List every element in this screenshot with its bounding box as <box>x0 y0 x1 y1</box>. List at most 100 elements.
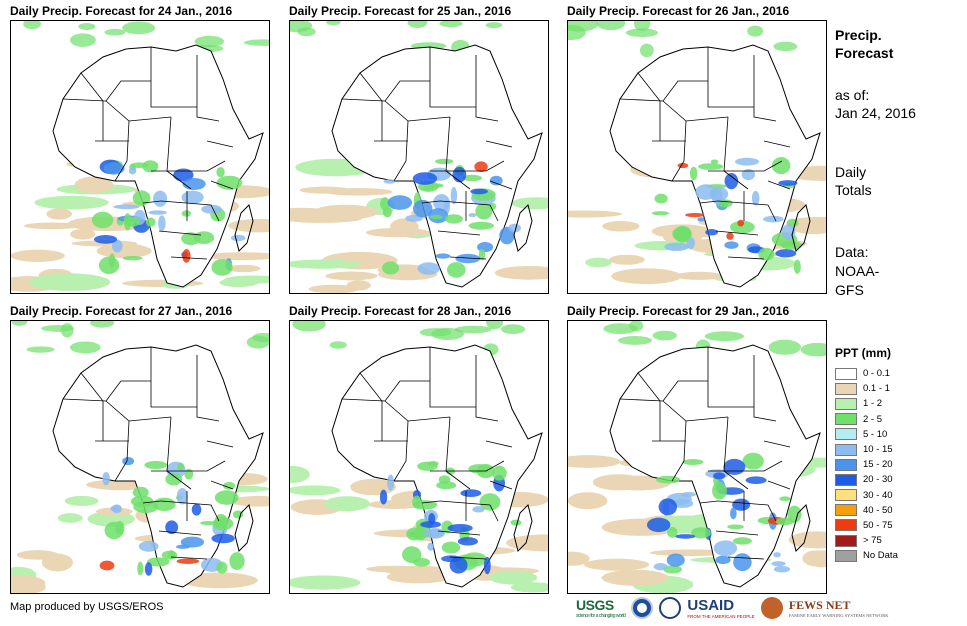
precip-patch <box>93 235 118 244</box>
legend-label: 2 - 5 <box>863 413 883 425</box>
rain-band <box>419 328 452 337</box>
rain-band <box>11 321 28 326</box>
sidebar-data-line1: Data: <box>835 244 869 260</box>
rain-band <box>290 259 362 269</box>
precip-patch <box>455 253 481 264</box>
country-border <box>449 556 487 560</box>
legend: 0 - 0.1 0.1 - 1 1 - 2 2 - 5 5 - 10 10 - 15 15 … <box>835 366 898 563</box>
legend-swatch <box>835 382 857 395</box>
precip-patch <box>715 555 731 565</box>
precip-patch <box>446 262 466 278</box>
madagascar-outline <box>234 504 254 552</box>
precip-patch <box>663 565 682 574</box>
rain-band <box>602 220 640 232</box>
rain-band <box>205 252 269 261</box>
precip-patch <box>216 167 225 178</box>
precip-patch <box>387 474 395 491</box>
fews-logo: FEWS NET FAMINE EARLY WARNING SYSTEMS NE… <box>789 598 889 618</box>
precip-patch <box>449 556 468 574</box>
legend-item: 40 - 50 <box>835 503 898 518</box>
precip-patch <box>98 256 120 275</box>
precip-patch <box>181 210 192 217</box>
country-border <box>62 80 151 102</box>
rain-band <box>639 43 654 58</box>
rain-band <box>194 35 224 48</box>
rain-band <box>226 264 261 273</box>
precip-patch <box>181 232 201 245</box>
rain-band <box>510 582 548 593</box>
precip-patch <box>723 458 746 475</box>
precip-patch <box>182 249 191 263</box>
precip-patch <box>422 185 434 191</box>
map-credit: Map produced by USGS/EROS <box>10 601 164 613</box>
rain-band <box>489 570 538 585</box>
precip-patch <box>173 168 194 182</box>
rain-band <box>439 21 463 28</box>
precip-patch <box>758 247 775 261</box>
precip-patch <box>132 190 151 206</box>
precip-patch <box>387 195 413 210</box>
country-border <box>393 420 409 482</box>
rain-band <box>568 551 590 566</box>
panel-title-1: Daily Precip. Forecast for 24 Jan., 2016 <box>10 4 233 18</box>
precip-patch <box>158 215 166 232</box>
legend-item: 0 - 0.1 <box>835 366 898 381</box>
country-border <box>439 200 499 222</box>
rain-band <box>596 21 626 31</box>
rain-band <box>609 254 645 265</box>
sidebar-heading-line1: Precip. <box>835 27 882 43</box>
precip-patch <box>102 471 110 486</box>
precip-patch <box>737 219 745 227</box>
country-border <box>62 380 151 402</box>
precip-patch <box>122 255 143 261</box>
precip-patch <box>672 226 692 242</box>
precip-patch <box>508 223 521 233</box>
country-border <box>671 120 687 182</box>
rain-band <box>326 21 341 26</box>
legend-swatch <box>835 458 857 471</box>
precip-patch <box>470 188 488 195</box>
precip-patch <box>727 524 744 530</box>
precip-patch <box>137 561 144 576</box>
precip-patch <box>452 166 467 183</box>
precip-patch <box>434 158 454 165</box>
legend-swatch <box>835 519 857 532</box>
precip-patch <box>510 519 522 526</box>
rain-band <box>603 323 638 334</box>
precip-patch <box>745 476 767 484</box>
rain-band <box>511 197 548 210</box>
precip-patch <box>91 211 114 229</box>
precip-patch <box>689 166 698 181</box>
precip-patch <box>181 190 204 204</box>
precip-patch <box>771 157 791 175</box>
legend-swatch <box>835 428 857 441</box>
africa-outline <box>331 44 543 288</box>
legend-label: 0 - 0.1 <box>863 368 890 380</box>
legend-item: 30 - 40 <box>835 488 898 503</box>
precip-patch <box>489 175 503 186</box>
rain-band <box>96 243 152 259</box>
legend-item: 2 - 5 <box>835 412 898 427</box>
precip-patch <box>664 242 690 252</box>
rain-band <box>807 550 826 568</box>
rain-band <box>11 579 46 593</box>
rain-band <box>788 531 826 549</box>
precip-patch <box>698 163 724 170</box>
precip-patch <box>732 537 752 545</box>
precip-patch <box>382 206 392 218</box>
country-border <box>707 47 754 108</box>
precip-patch <box>475 202 493 220</box>
rain-band <box>229 495 269 507</box>
rain-band <box>649 549 730 557</box>
precip-patch <box>654 193 668 204</box>
precip-patch <box>691 527 711 539</box>
precip-patch <box>781 224 796 240</box>
precip-patch <box>460 489 482 498</box>
precip-patch <box>142 160 159 173</box>
country-border <box>763 440 791 448</box>
sidebar-asof-date: Jan 24, 2016 <box>835 105 916 121</box>
precip-patch <box>167 550 176 560</box>
precip-patch <box>212 517 234 531</box>
precip-patch <box>165 472 183 486</box>
precip-patch <box>488 202 497 210</box>
